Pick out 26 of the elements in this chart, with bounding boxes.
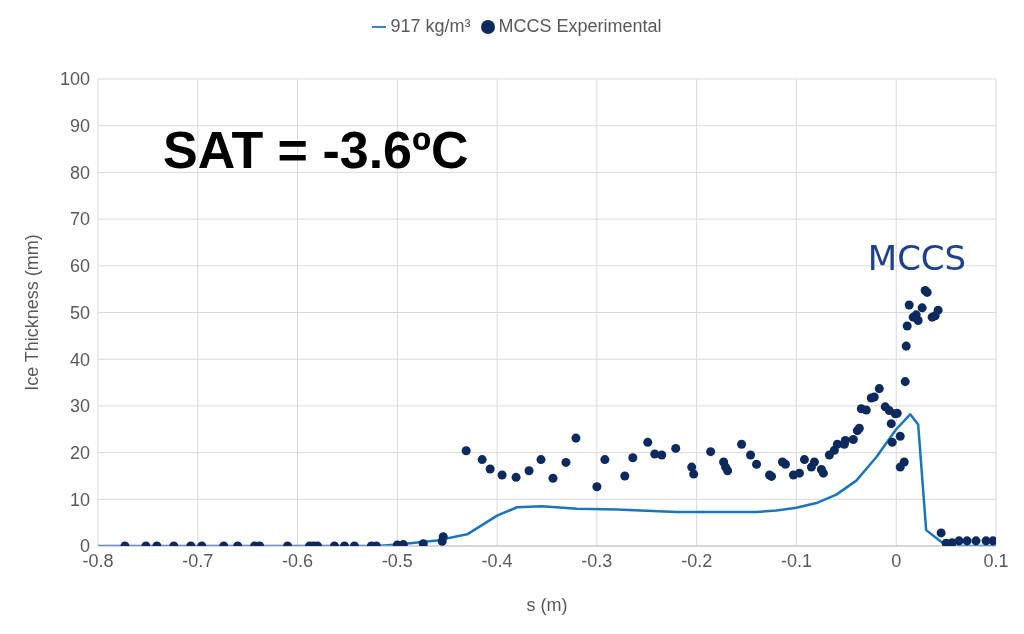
- annotation: MCCS: [867, 238, 967, 278]
- y-tick-label: 90: [69, 116, 90, 137]
- y-tick-label: 20: [69, 442, 90, 463]
- x-tick-label: -0.5: [381, 550, 413, 571]
- y-tick-label: 60: [69, 256, 90, 277]
- legend-label: MCCS Experimental: [498, 16, 662, 36]
- legend-label: 917 kg/m³: [390, 16, 471, 36]
- x-tick-label: 0.1: [983, 550, 1009, 571]
- y-tick-label: 70: [69, 209, 90, 230]
- y-axis-title: Ice Thickness (mm): [22, 234, 43, 391]
- annotation: SAT = -3.6ºC: [163, 121, 469, 179]
- x-axis-title: s (m): [526, 594, 568, 615]
- y-tick-label: 100: [59, 69, 90, 90]
- x-tick-label: -0.1: [780, 550, 812, 571]
- y-tick-label: 30: [69, 396, 90, 417]
- y-tick-label: 10: [69, 489, 90, 510]
- x-tick-label: -0.7: [182, 550, 214, 571]
- y-tick-label: 80: [69, 162, 90, 183]
- x-tick-label: -0.6: [282, 550, 314, 571]
- x-tick-label: -0.4: [481, 550, 513, 571]
- y-tick-label: 50: [69, 302, 90, 323]
- y-tick-label: 0: [79, 536, 90, 557]
- x-tick-label: 0: [891, 550, 902, 571]
- y-tick-label: 40: [69, 349, 90, 370]
- x-tick-label: -0.3: [581, 550, 613, 571]
- x-tick-label: -0.2: [681, 550, 713, 571]
